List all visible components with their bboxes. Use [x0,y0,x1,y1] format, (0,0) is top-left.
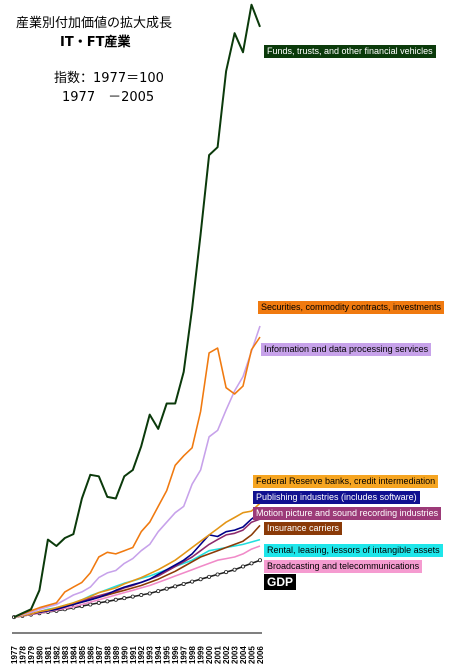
gdp-point [198,577,203,582]
series-line-4 [13,512,261,618]
label-federal-reserve: Federal Reserve banks, credit intermedia… [253,475,439,488]
series-line-1 [13,336,261,618]
label-publishing: Publishing industries (includes software… [253,491,420,504]
x-tick-label: 2003 [231,646,240,664]
label-insurance: Insurance carriers [264,522,343,535]
gdp-point [156,589,161,594]
x-tick-label: 1986 [86,646,95,664]
x-tick-label: 1984 [69,646,78,664]
gdp-point [105,599,110,604]
period-note: 1977 －2005 [62,90,155,105]
x-tick-label: 1980 [35,646,44,664]
chart-subtitle: IT・FT産業 [60,35,131,50]
gdp-point [249,561,254,566]
gdp-point [241,564,246,569]
x-tick-label: 1985 [78,646,87,664]
x-tick-label: 2001 [214,646,223,664]
gdp-point [224,570,229,575]
x-tick-label: 1988 [103,646,112,664]
x-tick-label: 2000 [205,646,214,664]
x-tick-label: 2005 [248,646,257,664]
gdp-point [181,581,186,586]
gdp-point [88,602,93,607]
series-line-3 [13,502,261,618]
x-tick-label: 1978 [18,646,27,664]
gdp-point [96,600,101,605]
x-tick-label: 1999 [197,646,206,664]
label-gdp: GDP [264,574,297,590]
x-tick-label: 1995 [163,646,172,664]
x-tick-label: 2002 [222,646,231,664]
x-tick-label: 1997 [180,646,189,664]
label-motion-picture: Motion picture and sound recording indus… [253,507,442,520]
x-tick-label: 1982 [52,646,61,664]
gdp-point [207,574,212,579]
x-tick-label: 1979 [27,646,36,664]
label-broadcasting: Broadcasting and telecommunications [264,560,423,573]
x-tick-label: 1981 [44,646,53,664]
label-funds-trusts: Funds, trusts, and other financial vehic… [264,45,436,58]
gdp-point [232,567,237,572]
x-tick-label: 1990 [120,646,129,664]
gdp-point [113,597,118,602]
gdp-point [130,594,135,599]
label-securities: Securities, commodity contracts, investm… [258,301,445,314]
gdp-point [139,593,144,598]
label-rental-leasing: Rental, leasing, lessors of intangible a… [264,544,443,557]
series-line-2 [13,325,261,618]
x-tick-label: 2004 [239,646,248,664]
gdp-point [215,572,220,577]
gdp-point [257,558,262,563]
x-tick-label: 1977 [10,646,19,664]
gdp-point [147,591,152,596]
gdp-point [122,596,127,601]
series-line-0 [13,3,261,619]
gdp-point [164,586,169,591]
x-tick-label: 1987 [95,646,104,664]
x-tick-label: 1996 [171,646,180,664]
x-tick-label: 1989 [112,646,121,664]
x-tick-label: 1994 [154,646,163,664]
gdp-point [173,584,178,589]
gdp-point [190,579,195,584]
x-tick-label: 1998 [188,646,197,664]
x-tick-label: 1983 [61,646,70,664]
x-tick-label: 1993 [146,646,155,664]
label-information-data: Information and data processing services [261,343,432,356]
x-tick-label: 1992 [137,646,146,664]
x-tick-label: 2006 [256,646,265,664]
chart-title: 産業別付加価値の拡大成長 [16,16,173,31]
x-tick-label: 1991 [129,646,138,664]
index-note: 指数：1977＝100 [54,71,164,86]
